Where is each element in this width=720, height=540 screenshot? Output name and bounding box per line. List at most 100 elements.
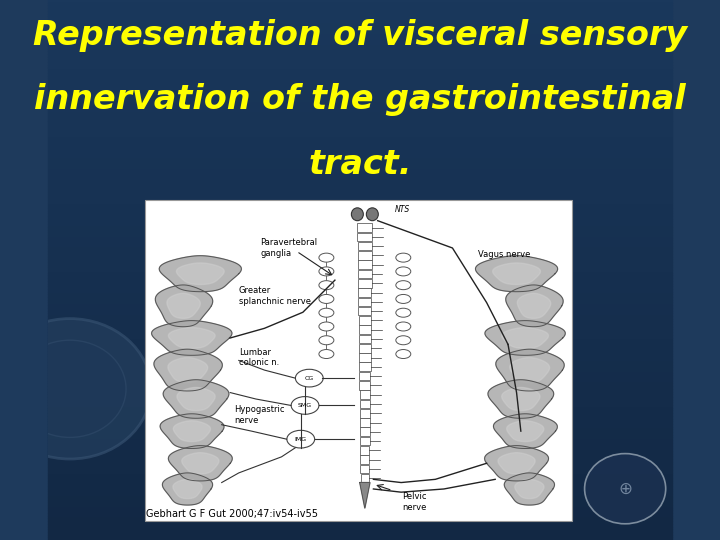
Bar	[48, 5, 672, 8]
Bar	[48, 148, 672, 151]
Polygon shape	[507, 421, 544, 442]
Bar	[48, 176, 672, 178]
Bar	[48, 402, 672, 405]
Bar	[48, 221, 672, 224]
Bar	[48, 267, 672, 270]
Bar	[48, 224, 672, 227]
FancyBboxPatch shape	[360, 446, 369, 455]
Bar	[48, 400, 672, 402]
Bar	[48, 446, 672, 448]
Bar	[48, 343, 672, 346]
FancyBboxPatch shape	[360, 437, 369, 445]
Bar	[48, 284, 672, 286]
Bar	[48, 297, 672, 300]
Bar	[48, 483, 672, 486]
Circle shape	[0, 319, 151, 459]
Bar	[48, 113, 672, 116]
Bar	[48, 302, 672, 305]
Bar	[48, 308, 672, 310]
Ellipse shape	[319, 267, 334, 276]
Polygon shape	[168, 446, 233, 481]
Bar	[48, 370, 672, 373]
Bar	[48, 194, 672, 197]
Bar	[48, 475, 672, 478]
Polygon shape	[177, 387, 215, 410]
Bar	[48, 189, 672, 192]
Bar	[48, 440, 672, 443]
Bar	[48, 208, 672, 211]
FancyBboxPatch shape	[359, 335, 371, 343]
Bar	[48, 389, 672, 392]
Ellipse shape	[319, 322, 334, 331]
Bar	[48, 462, 672, 464]
Bar	[48, 408, 672, 410]
Bar	[48, 394, 672, 397]
Bar	[48, 254, 672, 256]
Bar	[48, 362, 672, 364]
Bar	[48, 159, 672, 162]
Polygon shape	[360, 483, 370, 508]
Text: CG: CG	[305, 376, 314, 381]
Ellipse shape	[396, 322, 411, 331]
Bar	[48, 184, 672, 186]
Bar	[48, 275, 672, 278]
Bar	[48, 122, 672, 124]
Polygon shape	[173, 480, 202, 498]
Bar	[48, 213, 672, 216]
Ellipse shape	[366, 208, 378, 221]
Bar	[48, 500, 672, 502]
Bar	[48, 265, 672, 267]
Ellipse shape	[351, 208, 364, 221]
Bar	[48, 240, 672, 243]
Bar	[48, 30, 672, 32]
FancyBboxPatch shape	[357, 223, 372, 232]
Polygon shape	[163, 380, 229, 419]
Bar	[48, 489, 672, 491]
Polygon shape	[510, 357, 549, 383]
Bar	[48, 289, 672, 292]
Bar	[48, 22, 672, 24]
FancyBboxPatch shape	[359, 288, 372, 297]
FancyBboxPatch shape	[359, 362, 371, 371]
Bar	[48, 354, 672, 356]
Bar	[48, 167, 672, 170]
Bar	[48, 46, 672, 49]
Bar	[48, 243, 672, 246]
Bar	[48, 89, 672, 92]
Bar	[48, 92, 672, 94]
Bar	[48, 526, 672, 529]
Ellipse shape	[396, 281, 411, 289]
Bar	[48, 103, 672, 105]
FancyBboxPatch shape	[358, 251, 372, 260]
Bar	[48, 200, 672, 202]
Bar	[48, 68, 672, 70]
Bar	[48, 316, 672, 319]
Bar	[48, 178, 672, 181]
Bar	[48, 57, 672, 59]
Ellipse shape	[319, 349, 334, 359]
Bar	[48, 310, 672, 313]
Bar	[48, 97, 672, 100]
Bar	[48, 367, 672, 370]
Bar	[48, 451, 672, 454]
Polygon shape	[504, 473, 554, 505]
Bar	[48, 305, 672, 308]
Bar	[48, 373, 672, 375]
Bar	[48, 14, 672, 16]
Ellipse shape	[287, 430, 315, 448]
Bar	[48, 111, 672, 113]
Bar	[48, 416, 672, 418]
Bar	[48, 418, 672, 421]
Bar	[48, 364, 672, 367]
Bar	[48, 478, 672, 481]
Polygon shape	[159, 256, 241, 292]
Bar	[48, 281, 672, 284]
Bar	[48, 513, 672, 516]
Bar	[48, 227, 672, 229]
Bar	[48, 378, 672, 381]
Bar	[48, 294, 672, 297]
Bar	[48, 340, 672, 343]
FancyBboxPatch shape	[358, 279, 372, 288]
Text: Gebhart G F Gut 2000;47:iv54-iv55: Gebhart G F Gut 2000;47:iv54-iv55	[146, 509, 318, 519]
Ellipse shape	[396, 267, 411, 276]
